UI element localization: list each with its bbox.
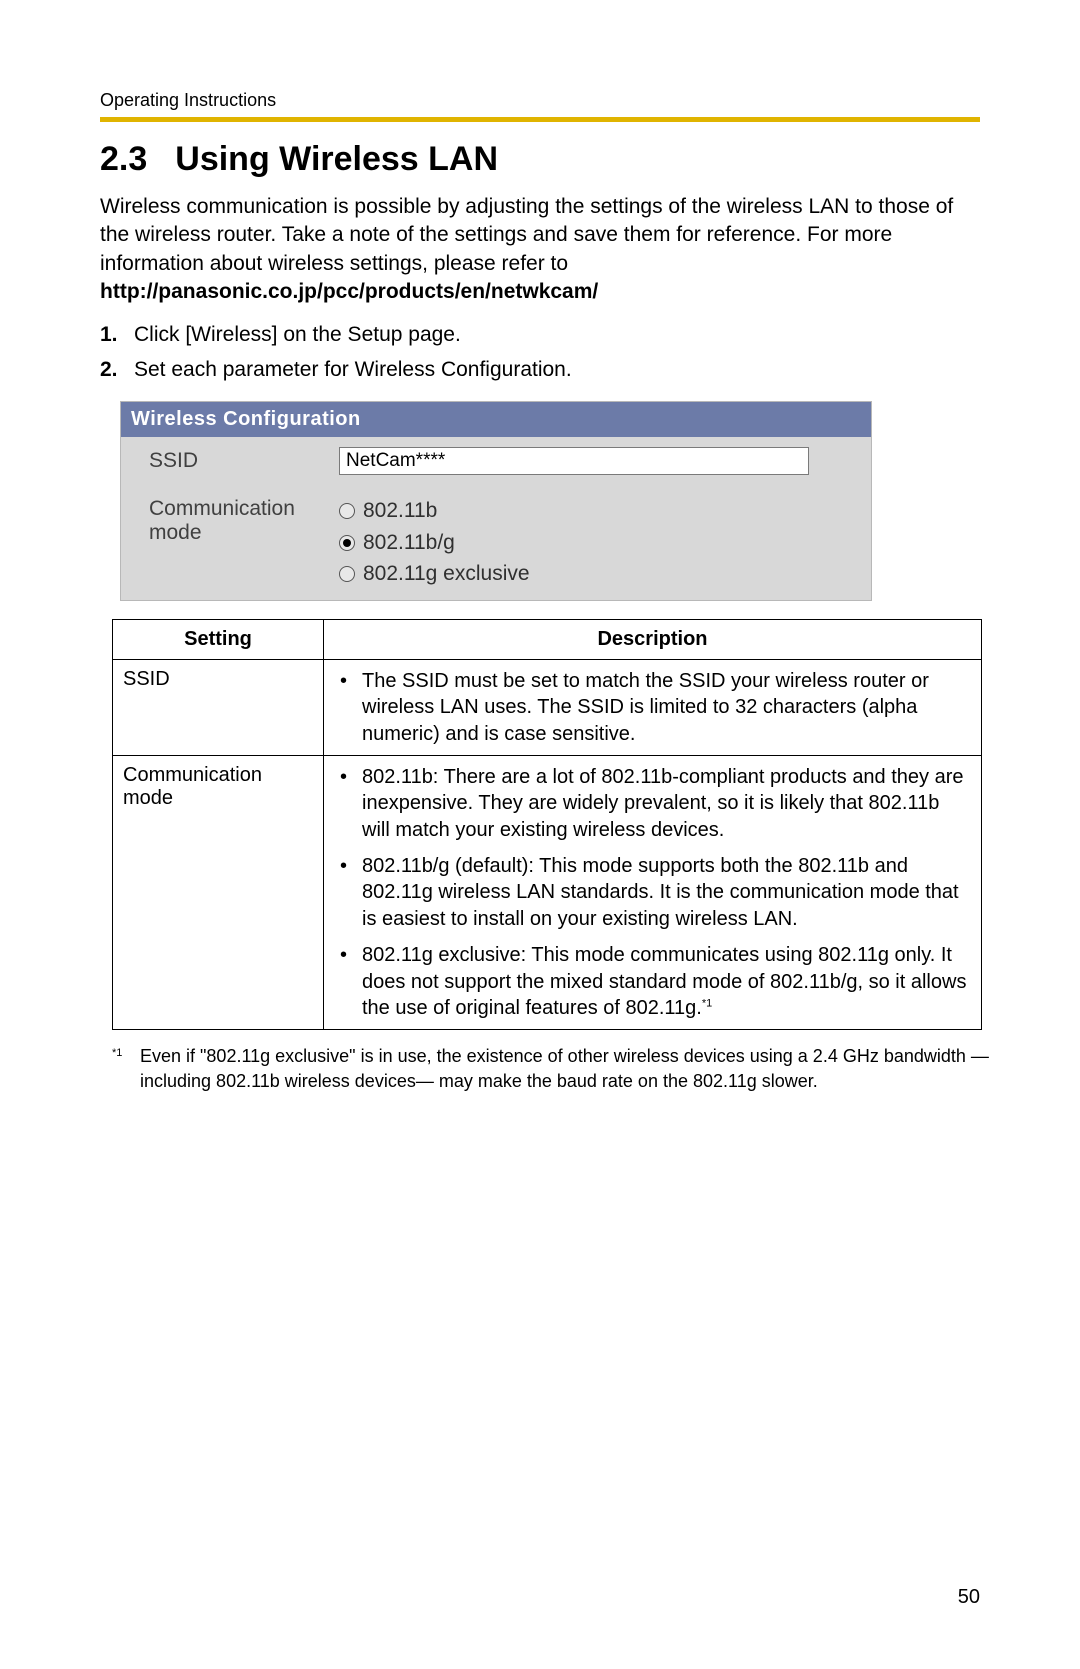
intro-text: Wireless communication is possible by ad… — [100, 195, 953, 275]
footnote-ref: *1 — [702, 997, 712, 1009]
config-value-comm-mode: 802.11b 802.11b/g 802.11g exclusive — [339, 495, 857, 590]
radio-option-80211g-exclusive[interactable]: 802.11g exclusive — [339, 558, 857, 590]
footnote: *1 Even if "802.11g exclusive" is in use… — [112, 1044, 1000, 1093]
header-label: Operating Instructions — [100, 90, 980, 111]
description-bullet: 802.11b: There are a lot of 802.11b-comp… — [334, 764, 971, 843]
step-item: 1. Click [Wireless] on the Setup page. — [100, 320, 980, 350]
cell-setting: SSID — [113, 659, 324, 755]
col-header-setting: Setting — [113, 619, 324, 659]
intro-url: http://panasonic.co.jp/pcc/products/en/n… — [100, 280, 598, 303]
radio-icon — [339, 535, 355, 551]
section-title: Using Wireless LAN — [175, 140, 498, 178]
radio-option-80211b[interactable]: 802.11b — [339, 495, 857, 527]
section-heading: 2.3 Using Wireless LAN — [100, 140, 980, 179]
step-item: 2. Set each parameter for Wireless Confi… — [100, 355, 980, 385]
radio-label: 802.11g exclusive — [363, 558, 530, 590]
description-bullet: The SSID must be set to match the SSID y… — [334, 668, 971, 747]
config-label-ssid: SSID — [149, 447, 339, 473]
step-number: 1. — [100, 320, 118, 350]
config-value-ssid — [339, 447, 857, 475]
footnote-text: Even if "802.11g exclusive" is in use, t… — [140, 1046, 989, 1090]
radio-label: 802.11b — [363, 495, 437, 527]
footnote-mark: *1 — [112, 1046, 122, 1061]
cell-setting: Communication mode — [113, 755, 324, 1030]
config-label-comm-mode: Communication mode — [149, 495, 339, 545]
step-number: 2. — [100, 355, 118, 385]
radio-icon — [339, 566, 355, 582]
step-text: Set each parameter for Wireless Configur… — [134, 358, 572, 381]
config-row-comm-mode: Communication mode 802.11b 802.11b/g 802… — [121, 485, 871, 600]
document-page: Operating Instructions 2.3 Using Wireless… — [0, 0, 1080, 1669]
col-header-description: Description — [324, 619, 982, 659]
description-bullet: 802.11g exclusive: This mode communicate… — [334, 942, 971, 1021]
ssid-input[interactable] — [339, 447, 809, 475]
intro-paragraph: Wireless communication is possible by ad… — [100, 193, 980, 306]
wireless-config-panel: Wireless Configuration SSID Communicatio… — [120, 401, 872, 601]
radio-label: 802.11b/g — [363, 527, 455, 559]
table-header-row: Setting Description — [113, 619, 982, 659]
step-text: Click [Wireless] on the Setup page. — [134, 323, 461, 346]
settings-table: Setting Description SSID The SSID must b… — [112, 619, 982, 1031]
radio-icon — [339, 503, 355, 519]
table-row: Communication mode 802.11b: There are a … — [113, 755, 982, 1030]
section-number: 2.3 — [100, 140, 147, 179]
wireless-config-title: Wireless Configuration — [121, 402, 871, 437]
page-number: 50 — [958, 1586, 980, 1609]
header-rule — [100, 117, 980, 122]
steps-list: 1. Click [Wireless] on the Setup page. 2… — [100, 320, 980, 385]
description-list: The SSID must be set to match the SSID y… — [334, 668, 971, 747]
cell-description: 802.11b: There are a lot of 802.11b-comp… — [324, 755, 982, 1030]
description-list: 802.11b: There are a lot of 802.11b-comp… — [334, 764, 971, 1022]
table-row: SSID The SSID must be set to match the S… — [113, 659, 982, 755]
config-row-ssid: SSID — [121, 437, 871, 485]
cell-description: The SSID must be set to match the SSID y… — [324, 659, 982, 755]
description-bullet: 802.11b/g (default): This mode supports … — [334, 853, 971, 932]
radio-option-80211bg[interactable]: 802.11b/g — [339, 527, 857, 559]
